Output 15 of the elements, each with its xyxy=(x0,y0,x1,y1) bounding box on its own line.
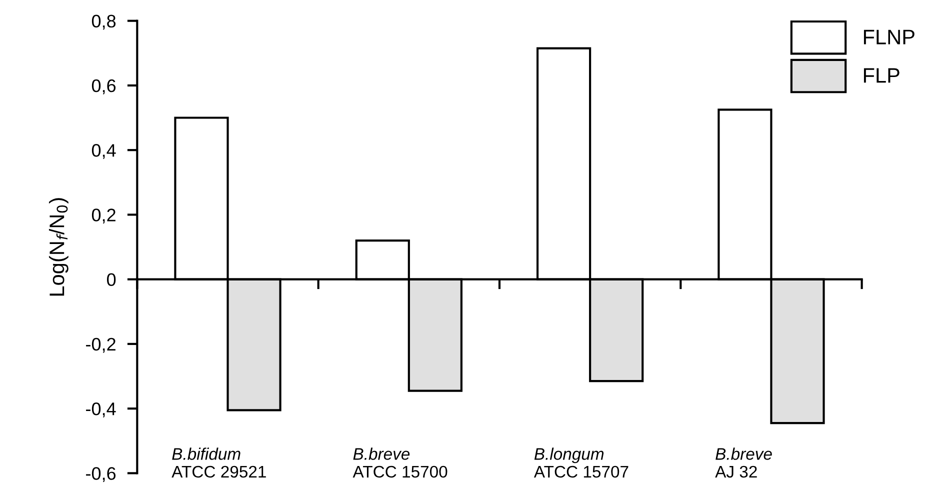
x-tick-label: B.bifidum ATCC 29521 xyxy=(172,448,266,478)
x-tick-label: B.breve ATCC 15700 xyxy=(352,448,448,478)
y-tick-label: 0,8 xyxy=(92,14,116,30)
y-axis-title: Log(N$_{f}$/N$_{0}$) xyxy=(48,198,68,296)
x-tick-label: B.breve AJ 32 xyxy=(715,448,772,478)
y-tick-label: 0,6 xyxy=(92,79,116,94)
y-tick-label: -0,2 xyxy=(86,338,116,353)
x-tick-label: B.longum ATCC 15707 xyxy=(534,448,628,478)
y-tick-label: 0,4 xyxy=(92,144,116,159)
y-tick-label: -0,6 xyxy=(86,467,116,482)
y-tick-label: -0,4 xyxy=(86,402,116,418)
legend-label: FLNP xyxy=(864,30,914,44)
y-tick-label: 0 xyxy=(107,273,116,286)
y-tick-label: 0,2 xyxy=(92,208,116,224)
legend-label: FLP xyxy=(864,68,900,83)
